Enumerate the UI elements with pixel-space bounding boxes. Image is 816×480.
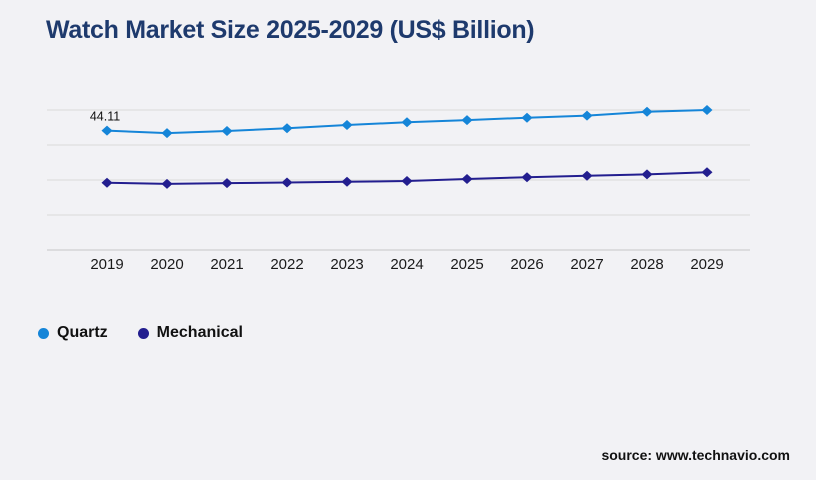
quartz-marker — [521, 112, 533, 123]
chart-canvas: 2019 2020 2021 2022 2023 2024 2025 2026 2027 2028… — [47, 105, 750, 273]
mechanical-marker — [101, 177, 113, 188]
quartz-marker — [641, 106, 653, 117]
quartz-legend-dot-icon — [38, 327, 49, 339]
quartz-marker — [581, 110, 593, 121]
mechanical-marker — [221, 178, 233, 189]
chart-title: Watch Market Size 2025-2029 (US$ Billion… — [46, 16, 535, 44]
quartz-legend-label: Quartz — [57, 324, 108, 341]
quartz-marker — [701, 105, 713, 115]
x-axis-label: 2022 — [270, 256, 303, 273]
x-axis-label: 2028 — [630, 256, 663, 273]
x-axis-label: 2025 — [450, 256, 483, 273]
legend-item-quartz[interactable]: Quartz — [38, 324, 108, 342]
first-point-value-label: 44.11 — [90, 110, 120, 124]
mechanical-marker — [521, 172, 533, 183]
quartz-series: 44.11 — [90, 105, 713, 139]
quartz-marker — [101, 125, 113, 136]
x-axis-label: 2023 — [330, 256, 363, 273]
quartz-marker — [221, 126, 233, 136]
legend-item-mechanical[interactable]: Mechanical — [137, 324, 243, 342]
mechanical-marker — [161, 178, 173, 189]
mechanical-series — [101, 167, 713, 189]
mechanical-marker — [341, 176, 353, 187]
quartz-marker — [401, 117, 413, 128]
x-axis-label: 2026 — [510, 256, 543, 273]
x-axis-label: 2029 — [690, 256, 723, 273]
mechanical-marker — [641, 169, 653, 180]
mechanical-marker — [461, 173, 473, 184]
mechanical-legend-label: Mechanical — [156, 324, 243, 341]
x-axis-label: 2019 — [90, 256, 123, 273]
quartz-marker — [281, 123, 293, 134]
legend: Quartz Mechanical — [38, 324, 243, 342]
mechanical-marker — [701, 167, 713, 178]
mechanical-legend-dot-icon — [137, 327, 149, 339]
mechanical-marker — [581, 170, 593, 181]
source-attribution: source: www.technavio.com — [601, 447, 790, 463]
quartz-marker — [341, 120, 353, 131]
quartz-marker — [161, 128, 173, 139]
x-axis-label: 2020 — [150, 256, 183, 273]
mechanical-marker — [401, 176, 413, 187]
x-axis-label: 2027 — [570, 256, 603, 273]
quartz-marker — [461, 115, 473, 126]
x-axis-label: 2024 — [390, 256, 423, 273]
x-axis-label: 2021 — [210, 256, 243, 273]
mechanical-marker — [281, 177, 293, 188]
